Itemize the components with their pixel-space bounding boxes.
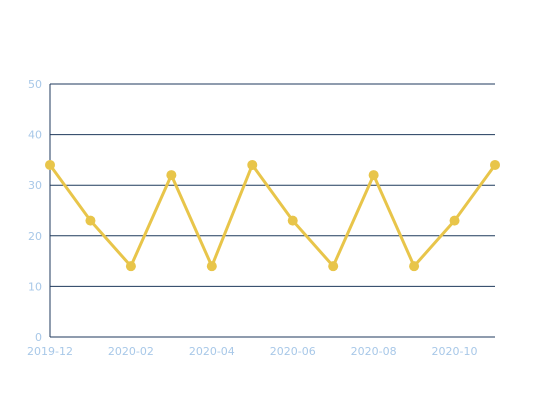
data-point[interactable] xyxy=(125,261,136,272)
data-point[interactable] xyxy=(328,261,339,272)
x-tick-label: 2019-12 xyxy=(27,345,73,358)
data-point[interactable] xyxy=(490,159,500,170)
x-axis-ticks: 2019-12 2020-02 2020-04 2020-06 2020-08 2020-… xyxy=(27,345,478,358)
x-tick-label: 2020-04 xyxy=(189,345,235,358)
series-line xyxy=(48,161,497,271)
y-axis-ticks: 0 10 20 30 40 50 xyxy=(28,78,42,344)
y-tick-label: 30 xyxy=(28,179,42,192)
x-tick-label: 2020-10 xyxy=(432,345,478,358)
y-tick-label: 20 xyxy=(28,230,42,243)
data-point[interactable] xyxy=(449,215,460,226)
data-point[interactable] xyxy=(368,170,379,181)
y-tick-label: 10 xyxy=(28,280,42,293)
series-layer xyxy=(45,159,500,272)
axes xyxy=(49,84,495,338)
data-point[interactable] xyxy=(206,261,217,272)
y-tick-label: 50 xyxy=(28,78,42,91)
data-point[interactable] xyxy=(45,159,55,170)
x-tick-label: 2020-08 xyxy=(351,345,397,358)
x-tick-label: 2020-02 xyxy=(108,345,154,358)
data-point[interactable] xyxy=(287,215,298,226)
gridlines xyxy=(50,83,495,287)
data-point[interactable] xyxy=(409,261,420,272)
data-point[interactable] xyxy=(166,170,177,181)
data-point[interactable] xyxy=(85,215,96,226)
y-tick-label: 0 xyxy=(35,331,42,344)
x-tick-label: 2020-06 xyxy=(270,345,316,358)
y-tick-label: 40 xyxy=(28,129,42,142)
data-point[interactable] xyxy=(247,159,258,170)
